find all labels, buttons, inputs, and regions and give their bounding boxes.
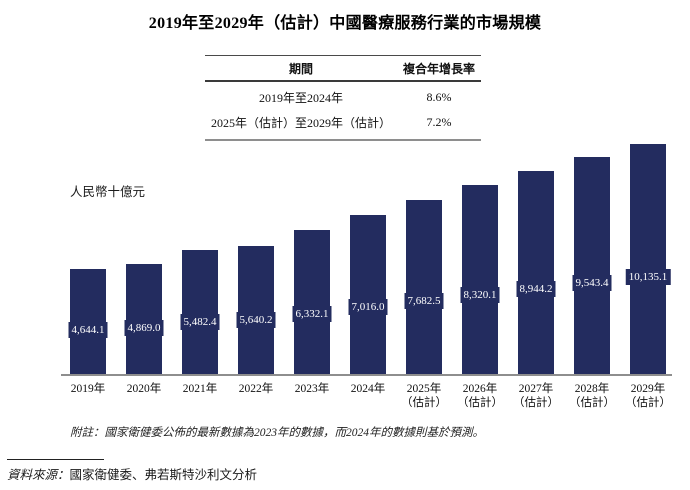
- source-note: 資料來源：國家衛健委、弗若斯特沙利文分析: [7, 464, 257, 483]
- x-axis-line: [61, 374, 672, 376]
- cagr-table-body: 2019年至2024年 8.6% 2025年（估計）至2029年（估計） 7.2…: [205, 82, 481, 139]
- table-row: 2019年至2024年 8.6%: [205, 85, 481, 110]
- cagr-cell: 7.2%: [426, 115, 452, 129]
- header-period: 期間: [288, 62, 313, 76]
- x-axis-tick-label: 2028年 （估計）: [569, 383, 615, 409]
- bar-value-label: 4,869.0: [124, 320, 164, 336]
- chart-title: 2019年至2029年（估計）中國醫療服務行業的市場規模: [148, 15, 542, 32]
- bar: [630, 144, 666, 374]
- cagr-table: 期間 複合年增長率 2019年至2024年 8.6% 2025年（估計）至202…: [205, 55, 481, 141]
- bar: [126, 264, 162, 374]
- bar-value-label: 7,682.5: [404, 293, 444, 309]
- bar-value-label: 9,543.4: [572, 275, 612, 291]
- bar-value-label: 7,016.0: [348, 299, 388, 315]
- cagr-cell: 8.6%: [426, 90, 452, 104]
- y-axis-unit-label: 人民幣十億元: [70, 185, 146, 199]
- plot-area: 4,644.1 4,869.0 5,482.4 5,640.2 6,332.1 7,016…: [61, 144, 672, 374]
- source-label: 資料來源：: [7, 468, 70, 482]
- bar: [350, 215, 386, 374]
- bar-value-label: 10,135.1: [625, 269, 671, 285]
- period-cell: 2019年至2024年: [258, 91, 343, 105]
- source-text: 國家衛健委、弗若斯特沙利文分析: [69, 468, 258, 482]
- bar-value-label: 5,640.2: [236, 312, 276, 328]
- x-axis-tick-label: 2020年: [126, 383, 162, 395]
- x-axis-tick-label: 2022年: [238, 383, 274, 395]
- header-cagr: 複合年增長率: [402, 62, 475, 76]
- bar: [182, 250, 218, 374]
- x-axis-tick-label: 2019年: [70, 383, 106, 395]
- bar: [70, 269, 106, 374]
- source-divider-line: [7, 459, 104, 460]
- bar: [238, 246, 274, 374]
- bar-value-label: 8,944.2: [516, 281, 556, 297]
- x-axis-tick-label: 2026年 （估計）: [457, 383, 503, 409]
- period-cell: 2025年（估計）至2029年（估計）: [210, 116, 391, 130]
- bar-value-label: 6,332.1: [292, 306, 332, 322]
- bar: [574, 157, 610, 374]
- bar-value-label: 8,320.1: [460, 287, 500, 303]
- x-axis-tick-label: 2021年: [182, 383, 218, 395]
- bar: [406, 200, 442, 374]
- x-axis-tick-label: 2027年 （估計）: [513, 383, 559, 409]
- x-axis-tick-label: 2023年: [294, 383, 330, 395]
- bar-value-label: 4,644.1: [68, 322, 108, 338]
- x-axis-tick-label: 2024年: [350, 383, 386, 395]
- bar: [518, 171, 554, 374]
- bar-value-label: 5,482.4: [180, 314, 220, 330]
- x-axis-tick-label: 2025年 （估計）: [401, 383, 447, 409]
- bar: [462, 185, 498, 374]
- x-axis-tick-label: 2029年 （估計）: [625, 383, 671, 409]
- bar: [294, 230, 330, 374]
- cagr-table-header: 期間 複合年增長率: [205, 56, 481, 82]
- table-row: 2025年（估計）至2029年（估計） 7.2%: [205, 110, 481, 135]
- footnote: 附註：國家衛健委公佈的最新數據為2023年的數據，而2024年的數據則基於預測。: [70, 427, 484, 439]
